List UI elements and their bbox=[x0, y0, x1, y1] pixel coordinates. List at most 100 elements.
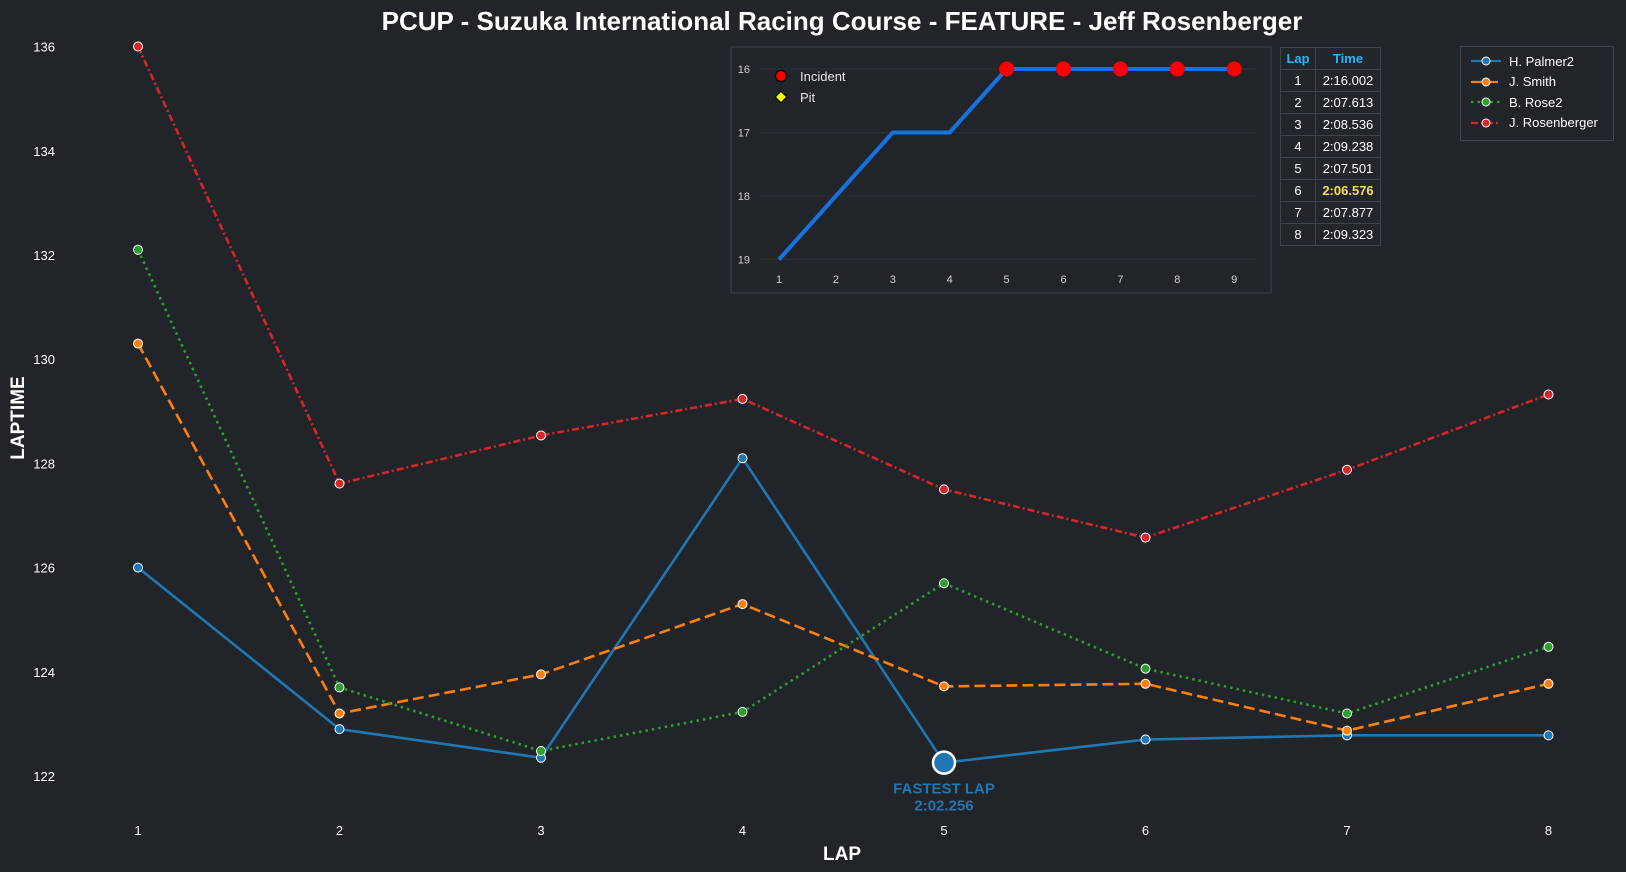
legend-label: J. Rosenberger bbox=[1509, 115, 1598, 131]
x-tick-label: 1 bbox=[134, 823, 141, 838]
x-tick-label: 5 bbox=[940, 823, 947, 838]
lap-time-cell: 2:08.536 bbox=[1315, 113, 1381, 136]
data-point bbox=[1140, 734, 1151, 745]
table-row: 1 2:16.002 bbox=[1280, 69, 1381, 92]
inset-x-tick-label: 9 bbox=[1231, 274, 1237, 286]
legend-item: B. Rose2 bbox=[1461, 92, 1613, 113]
lap-time-cell: 2:16.002 bbox=[1315, 69, 1381, 92]
series-line-h-palmer2 bbox=[137, 455, 1549, 765]
lap-time-cell: 2:07.501 bbox=[1315, 157, 1381, 180]
y-tick-label: 128 bbox=[33, 456, 55, 471]
incident-marker bbox=[1056, 61, 1071, 77]
lap-number-cell: 7 bbox=[1280, 201, 1316, 224]
data-point bbox=[334, 682, 345, 693]
inset-x-tick-label: 1 bbox=[776, 274, 782, 286]
table-row: 3 2:08.536 bbox=[1280, 113, 1381, 136]
series-legend: H. Palmer2 J. Smith B. Rose2 J. Rosenberger bbox=[1460, 46, 1614, 141]
y-tick-label: 136 bbox=[33, 40, 55, 55]
legend-swatch-icon bbox=[1471, 77, 1501, 87]
table-row: 6 2:06.576 bbox=[1280, 179, 1381, 202]
data-point bbox=[334, 478, 345, 489]
data-point bbox=[536, 430, 546, 441]
data-point bbox=[1543, 389, 1554, 400]
legend-item: J. Rosenberger bbox=[1461, 113, 1613, 134]
chart-title: PCUP - Suzuka International Racing Cours… bbox=[382, 6, 1303, 36]
data-point bbox=[1342, 708, 1352, 719]
x-tick-label: 2 bbox=[336, 823, 343, 838]
x-axis-ticks: 1 2 3 4 5 6 7 8 bbox=[134, 823, 1552, 838]
data-point bbox=[737, 706, 748, 717]
data-point bbox=[1342, 725, 1352, 736]
data-point bbox=[1543, 678, 1554, 689]
data-point bbox=[1140, 532, 1151, 543]
data-point bbox=[1543, 641, 1554, 652]
incident-marker-icon bbox=[774, 69, 788, 83]
lap-time-cell: 2:07.877 bbox=[1315, 201, 1381, 224]
lap-number-cell: 6 bbox=[1280, 179, 1316, 202]
data-point bbox=[334, 708, 345, 719]
x-tick-label: 6 bbox=[1142, 823, 1149, 838]
incident-marker bbox=[1226, 61, 1242, 77]
data-point bbox=[334, 724, 345, 735]
inset-x-tick-label: 4 bbox=[947, 274, 953, 286]
lap-time-cell: 2:09.323 bbox=[1315, 223, 1381, 246]
incident-marker bbox=[1169, 61, 1185, 77]
inset-position-line bbox=[777, 61, 1242, 261]
data-point bbox=[133, 41, 143, 52]
data-point bbox=[1140, 678, 1151, 689]
y-tick-label: 130 bbox=[33, 352, 55, 367]
data-point bbox=[939, 484, 949, 495]
legend-label: H. Palmer2 bbox=[1509, 53, 1575, 69]
legend-item: J. Smith bbox=[1461, 72, 1613, 93]
y-axis-label: LAPTIME bbox=[8, 376, 29, 459]
lap-number-cell: 1 bbox=[1280, 69, 1316, 92]
data-point bbox=[737, 599, 748, 610]
data-point bbox=[737, 453, 748, 464]
fastest-lap-value: 2:02.256 bbox=[914, 798, 973, 815]
y-axis-ticks: 122 124 126 128 130 132 134 136 bbox=[33, 40, 55, 784]
data-point bbox=[939, 578, 949, 589]
best-lap-time-cell: 2:06.576 bbox=[1315, 179, 1381, 202]
lap-number-cell: 3 bbox=[1280, 113, 1316, 136]
y-tick-label: 126 bbox=[33, 561, 55, 576]
lap-time-cell: 2:09.238 bbox=[1315, 135, 1381, 158]
data-point bbox=[1543, 730, 1554, 741]
inset-x-tick-label: 5 bbox=[1004, 274, 1010, 286]
lap-time-cell: 2:07.613 bbox=[1315, 91, 1381, 114]
legend-swatch-icon bbox=[1471, 56, 1501, 66]
inset-legend-incident: Incident bbox=[800, 69, 846, 84]
lap-number-cell: 2 bbox=[1280, 91, 1316, 114]
fastest-lap-marker bbox=[931, 750, 957, 775]
legend-swatch-icon bbox=[1471, 97, 1501, 107]
series-line-j-smith bbox=[136, 342, 1549, 733]
inset-x-tick-label: 7 bbox=[1117, 274, 1123, 286]
series-line-j-rosenberger bbox=[136, 45, 1549, 539]
fastest-lap-label: FASTEST LAP bbox=[893, 781, 995, 798]
lap-number-cell: 8 bbox=[1280, 223, 1316, 246]
table-row: 8 2:09.323 bbox=[1280, 223, 1381, 246]
x-tick-label: 7 bbox=[1343, 823, 1350, 838]
table-row: 2 2:07.613 bbox=[1280, 91, 1381, 114]
data-point bbox=[536, 669, 546, 680]
y-tick-label: 134 bbox=[33, 144, 55, 159]
y-tick-label: 132 bbox=[33, 248, 55, 263]
x-tick-label: 4 bbox=[739, 823, 746, 838]
lap-number-cell: 4 bbox=[1280, 135, 1316, 158]
inset-x-tick-label: 6 bbox=[1060, 274, 1066, 286]
inset-frame bbox=[730, 46, 1272, 294]
pit-marker-icon bbox=[774, 90, 788, 104]
inset-legend-pit: Pit bbox=[800, 90, 816, 105]
inset-x-tick-label: 8 bbox=[1174, 274, 1180, 286]
inset-y-tick-label: 18 bbox=[738, 191, 750, 203]
x-axis-label: LAP bbox=[823, 844, 861, 865]
data-point bbox=[536, 745, 546, 756]
inset-legend: Incident Pit bbox=[774, 69, 846, 105]
data-point bbox=[1140, 663, 1151, 674]
table-row: 5 2:07.501 bbox=[1280, 157, 1381, 180]
y-tick-label: 122 bbox=[33, 769, 55, 784]
legend-label: B. Rose2 bbox=[1509, 94, 1563, 110]
inset-x-tick-label: 2 bbox=[833, 274, 839, 286]
data-point bbox=[737, 393, 748, 404]
table-row: 4 2:09.238 bbox=[1280, 135, 1381, 158]
